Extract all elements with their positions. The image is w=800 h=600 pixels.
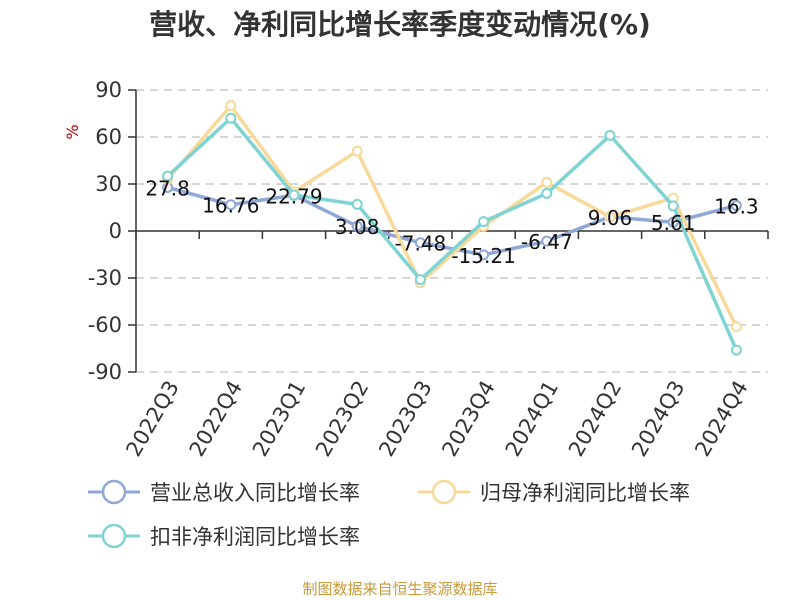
data-label: -6.47	[521, 230, 573, 254]
data-point	[414, 237, 426, 249]
data-point	[667, 216, 679, 228]
data-label: 27.8	[145, 176, 190, 200]
x-tick-label: 2023Q4	[437, 376, 499, 460]
data-point	[541, 176, 553, 188]
data-point	[478, 249, 490, 261]
data-point	[730, 199, 742, 211]
grid	[136, 89, 768, 373]
legend-item-1: 营业总收入同比增长率	[88, 479, 360, 505]
y-tick-label: 30	[95, 172, 122, 196]
data-point	[541, 235, 553, 247]
data-point	[478, 216, 490, 228]
y-tick-label: -30	[88, 266, 122, 290]
data-point	[730, 321, 742, 333]
legend-item-3: 扣非净利润同比增长率	[88, 523, 360, 549]
data-point	[730, 344, 742, 356]
data-point	[225, 112, 237, 124]
x-tick-label: 2024Q2	[564, 377, 626, 461]
data-point	[162, 170, 174, 182]
series-lines	[162, 100, 742, 356]
legend-marker	[101, 523, 127, 549]
data-point	[351, 198, 363, 210]
x-tick-label: 2022Q4	[185, 377, 247, 461]
legend-marker	[431, 479, 457, 505]
data-label: 3.08	[335, 215, 380, 239]
data-point	[541, 187, 553, 199]
series-line	[166, 116, 739, 351]
y-tick-label: -60	[88, 313, 122, 337]
data-label: -15.21	[451, 244, 515, 268]
y-tick-label: -90	[88, 360, 122, 384]
series-3	[162, 112, 742, 356]
data-point	[351, 145, 363, 157]
data-point	[351, 220, 363, 232]
legend-label: 归母净利润同比增长率	[480, 481, 690, 505]
legend-marker	[101, 479, 127, 505]
data-point	[288, 189, 300, 201]
data-label: 5.61	[651, 211, 696, 235]
data-point	[414, 274, 426, 286]
x-tick-label: 2024Q1	[501, 377, 563, 461]
series-line	[166, 103, 738, 328]
source-note: 制图数据来自恒生聚源数据库	[302, 580, 497, 598]
y-tick-label: 60	[95, 125, 122, 149]
data-point	[604, 211, 616, 223]
x-tick-label: 2024Q4	[690, 377, 752, 461]
data-point	[225, 100, 237, 112]
y-unit-label: %	[63, 124, 82, 139]
y-tick-label: 90	[95, 78, 122, 102]
y-tick-label: 0	[109, 219, 122, 243]
x-tick-label: 2023Q2	[311, 377, 373, 461]
data-label: 16.3	[714, 194, 759, 218]
data-point	[667, 200, 679, 212]
data-point	[604, 129, 616, 141]
x-tick-label: 2022Q3	[121, 377, 183, 461]
data-point	[225, 199, 237, 211]
x-tick-label: 2023Q3	[374, 377, 436, 461]
legend-label: 营业总收入同比增长率	[150, 481, 360, 505]
data-label: 9.06	[588, 206, 633, 230]
data-labels: 27.8 16.76 22.79 3.08 -7.48-15.21-6.47 9.06 5.…	[145, 176, 758, 267]
data-label: 22.79	[265, 184, 322, 208]
legend-label: 扣非净利润同比增长率	[150, 525, 360, 549]
x-tick-label: 2023Q1	[248, 377, 310, 461]
chart-title: 营收、净利同比增长率季度变动情况(%)	[149, 8, 651, 41]
data-label: -7.48	[395, 232, 447, 256]
x-tick-label: 2024Q3	[627, 377, 689, 461]
legend-item-2: 归母净利润同比增长率	[418, 479, 690, 505]
data-label: 16.76	[202, 194, 259, 218]
